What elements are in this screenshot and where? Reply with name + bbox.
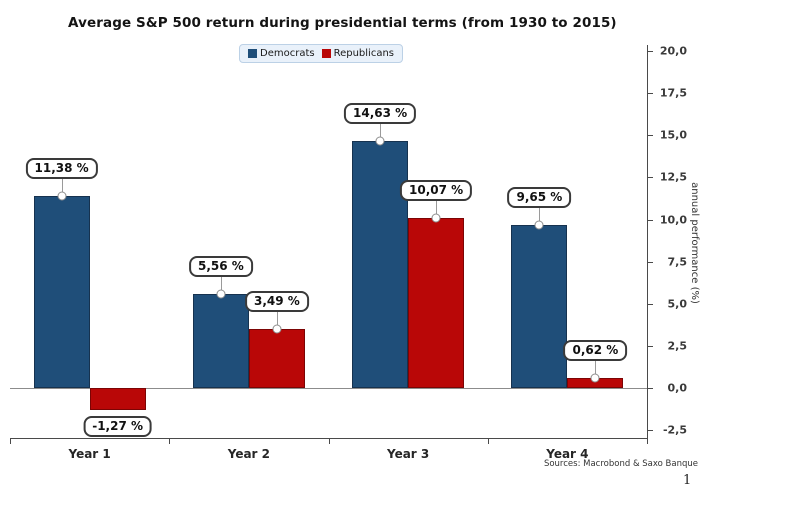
y-tick-label: -2,5 [662, 423, 687, 437]
zero-line [10, 388, 647, 390]
y-tick-label: 0,0 [667, 381, 688, 395]
y-tick [648, 135, 653, 137]
y-tick [648, 177, 653, 179]
legend-item-republicans: Republicans [321, 48, 395, 59]
bar-democrats-year-2 [192, 294, 249, 389]
y-tick [648, 303, 653, 305]
bar-republicans-year-3 [408, 218, 465, 389]
bar-top-marker-icon [57, 191, 67, 201]
bar-democrats-year-4 [511, 225, 568, 389]
x-category-label-year-1: Year 1 [68, 447, 111, 461]
y-tick-label: 17,5 [659, 86, 687, 100]
y-tick [648, 219, 653, 221]
callout-connector [539, 208, 541, 222]
bar-top-marker-icon [431, 213, 441, 223]
x-tick [647, 438, 648, 444]
source-note: Sources: Macrobond & Saxo Banque [543, 459, 698, 469]
x-tick [328, 438, 330, 444]
x-category-label-year-2: Year 2 [227, 447, 271, 461]
y-tick-label: 7,5 [667, 255, 688, 269]
bar-republicans-year-2 [248, 329, 305, 389]
y-tick [648, 261, 653, 263]
chart-legend: Democrats Republicans [238, 44, 404, 63]
callout-connector [61, 179, 63, 193]
y-axis-line [647, 45, 648, 439]
callout-connector [380, 124, 382, 138]
y-tick-label: 12,5 [659, 170, 687, 184]
y-tick-label: 15,0 [659, 128, 687, 142]
callout-connector [436, 201, 438, 215]
y-tick-label: 2,5 [667, 339, 688, 353]
legend-label: Democrats [259, 48, 315, 59]
y-tick-label: 10,0 [659, 213, 687, 227]
chart-title: Average S&P 500 return during presidenti… [68, 15, 617, 31]
bar-top-marker-icon [534, 220, 544, 230]
legend-swatch-democrats-icon [247, 49, 257, 58]
x-category-label-year-3: Year 3 [386, 447, 430, 461]
bar-top-marker-icon [375, 136, 385, 146]
y-tick-label: 20,0 [659, 44, 687, 58]
bar-republicans-year-1 [89, 388, 146, 410]
data-label-callout: 3,49 % [244, 291, 309, 313]
callout-connector [220, 277, 222, 291]
y-tick [648, 430, 653, 432]
y-tick [648, 346, 653, 348]
bar-top-marker-icon [590, 373, 600, 383]
data-label-callout: -1,27 % [83, 415, 153, 437]
page-number: 1 [683, 473, 692, 488]
data-label-callout: 9,65 % [507, 187, 572, 209]
bar-top-marker-icon [272, 324, 282, 334]
y-tick-label: 5,0 [667, 297, 688, 311]
data-label-callout: 10,07 % [400, 180, 473, 202]
y-tick [648, 50, 653, 52]
y-tick [648, 388, 653, 390]
x-tick [487, 438, 489, 444]
callout-connector [595, 360, 597, 374]
callout-connector [276, 312, 278, 326]
data-label-callout: 14,63 % [344, 103, 417, 125]
y-tick [648, 93, 653, 95]
data-label-callout: 11,38 % [25, 158, 98, 180]
plot-area: 11,38 % -1,27 % 5,56 % 3,49 % 14,63 % 10,07 %… [10, 45, 647, 438]
data-label-callout: 0,62 % [563, 339, 628, 361]
x-tick [169, 438, 171, 444]
bar-top-marker-icon [216, 289, 226, 299]
legend-swatch-republicans-icon [321, 49, 331, 58]
legend-item-democrats: Democrats [247, 48, 315, 59]
data-label-callout: 5,56 % [188, 256, 253, 278]
x-category-label-year-4: Year 4 [546, 447, 589, 461]
x-tick [10, 438, 11, 444]
legend-label: Republicans [333, 48, 395, 59]
y-axis-title: annual performance (%) [689, 182, 700, 304]
bar-democrats-year-1 [33, 196, 90, 389]
bar-democrats-year-3 [352, 141, 409, 389]
